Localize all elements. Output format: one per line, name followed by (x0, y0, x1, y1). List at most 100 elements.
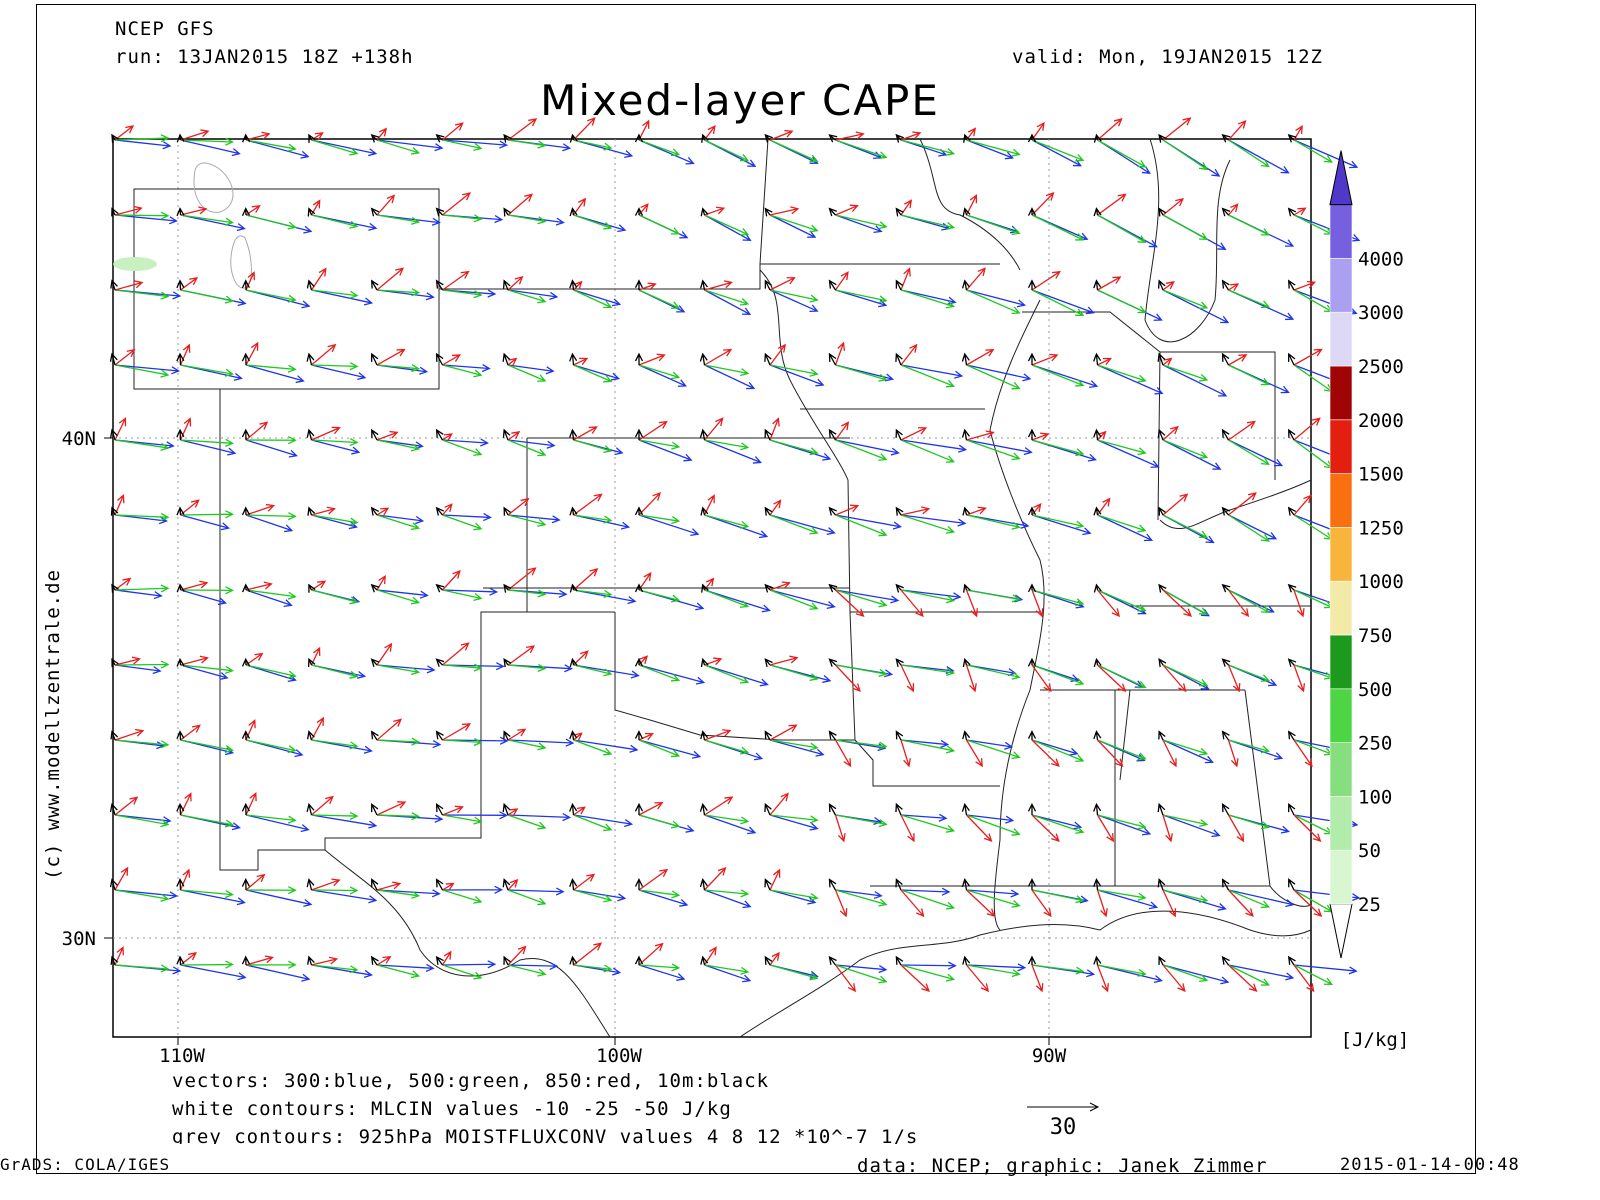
wind-vector (638, 139, 681, 157)
wind-vector (1228, 514, 1278, 540)
wind-vector (1162, 664, 1209, 687)
wind-vector (442, 885, 504, 894)
wind-vector (442, 723, 472, 741)
wind-vector (306, 730, 315, 741)
wind-vector (245, 792, 257, 816)
wind-vector (1031, 814, 1060, 843)
wind-vector (1097, 139, 1147, 168)
graticule (113, 139, 1311, 1037)
wind-vector (704, 214, 752, 242)
wind-vector (895, 428, 903, 441)
wind-vector (111, 657, 119, 668)
wind-vector (569, 207, 578, 217)
wind-vector (1287, 506, 1297, 516)
wind-vector (507, 214, 547, 225)
wind-vector (1287, 352, 1296, 366)
wind-vector (638, 739, 681, 758)
wind-vector (1158, 658, 1167, 668)
wind-vector (638, 889, 689, 907)
wind-vector (828, 583, 838, 593)
colorbar-label-100: 100 (1358, 786, 1392, 808)
wind-vector (1096, 814, 1115, 843)
wind-vector (111, 133, 119, 143)
wind-vector (573, 364, 613, 383)
wind-vector (966, 814, 1015, 824)
wind-vector (900, 814, 956, 833)
wind-vector (1027, 352, 1037, 366)
wind-vector (1031, 664, 1085, 686)
wind-vector (507, 289, 559, 300)
wind-vector (311, 878, 341, 891)
wind-vector (764, 658, 773, 668)
wind-vector (638, 491, 662, 516)
wind-vector (245, 664, 297, 679)
wind-vector (1162, 139, 1209, 171)
wind-vector (835, 204, 859, 216)
wind-vector (111, 583, 119, 593)
wind-vector (245, 439, 298, 458)
wind-vector (370, 730, 379, 741)
wind-vector (966, 289, 1021, 315)
wind-vector (966, 814, 1021, 836)
wind-vector (114, 348, 136, 366)
wind-vector (769, 814, 819, 824)
wind-vector (1031, 814, 1085, 834)
wind-vector (1097, 289, 1147, 314)
wind-vector (503, 955, 511, 966)
wind-vector (1162, 425, 1179, 441)
wind-vector (769, 889, 819, 902)
wind-vector (1162, 364, 1228, 397)
wind-vector (704, 364, 756, 390)
wind-vector (895, 730, 904, 741)
wind-vector (769, 868, 781, 891)
wind-vector (245, 139, 297, 152)
wind-vector (376, 889, 421, 899)
wind-vector (834, 739, 852, 768)
wind-vector (700, 730, 709, 741)
wind-vector (502, 878, 511, 891)
wind-vector (769, 343, 786, 366)
wind-vector (503, 207, 512, 217)
legend-vectors: vectors: 300:blue, 500:green, 850:red, 1… (172, 1070, 770, 1092)
wind-vector (1228, 889, 1254, 918)
wind-vector (180, 438, 234, 447)
colorbar-swatch-250 (1329, 688, 1353, 743)
wind-vector (573, 139, 613, 151)
wind-vector (1158, 955, 1166, 966)
wind-vector (569, 955, 578, 966)
wind-vector (180, 964, 247, 981)
wind-vector (311, 214, 359, 229)
wind-vector (966, 964, 990, 993)
wind-vector (573, 426, 598, 441)
footer-right: 2015-01-14-00:48 (1340, 1155, 1520, 1175)
wind-vector (769, 589, 819, 610)
wind-vector (1097, 739, 1124, 768)
wind-vector (311, 439, 361, 455)
wind-vector (769, 724, 798, 741)
map-panel (109, 117, 1361, 1038)
wind-vector (895, 878, 903, 891)
wind-vector (704, 729, 732, 741)
wind-vector (835, 664, 888, 677)
wind-vector (835, 214, 883, 234)
wind-vector (638, 801, 664, 816)
wind-vector (704, 664, 750, 684)
wind-vector (965, 739, 983, 768)
wind-vector (966, 348, 995, 366)
wind-vector (699, 878, 708, 891)
wind-vector (769, 214, 819, 233)
wind-vector (1162, 964, 1209, 983)
wind-vector (311, 811, 359, 821)
wind-vector (1031, 121, 1045, 141)
wind-vector (900, 289, 956, 309)
wind-vector (1293, 417, 1321, 441)
wind-vector (176, 428, 185, 441)
wind-vector (114, 139, 172, 150)
wind-vector (442, 439, 483, 456)
wind-vector (828, 352, 837, 366)
wind-vector (1097, 664, 1147, 689)
wind-vector (1031, 889, 1052, 918)
wind-vector (241, 955, 251, 966)
wind-vector (1093, 133, 1102, 143)
wind-vector (1097, 364, 1164, 395)
